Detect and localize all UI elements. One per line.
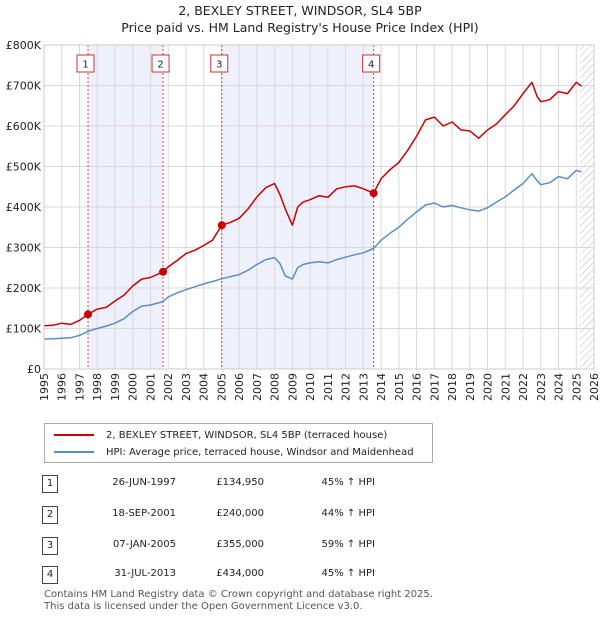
sale-number-box bbox=[362, 54, 381, 73]
y-tick-label: £300K bbox=[6, 242, 42, 255]
footer-licence: This data is licensed under the Open Gov… bbox=[44, 601, 363, 612]
sale-hpi-delta: 45% ↑ HPI bbox=[321, 568, 375, 579]
x-tick-label: 2023 bbox=[535, 373, 548, 401]
hpi-line bbox=[43, 169, 582, 340]
sale-number-badge: 4 bbox=[42, 566, 58, 584]
x-tick-label: 2019 bbox=[464, 373, 477, 401]
y-tick-label: £100K bbox=[6, 323, 42, 336]
y-tick-label: £500K bbox=[6, 161, 42, 174]
x-tick-label: 2022 bbox=[517, 373, 530, 401]
x-tick-label: 1996 bbox=[56, 373, 69, 401]
x-tick-label: 2011 bbox=[322, 373, 335, 401]
sale-price: £434,000 bbox=[216, 568, 264, 579]
sale-number-badge: 3 bbox=[42, 537, 58, 555]
x-tick-label: 2020 bbox=[482, 373, 495, 401]
chart-title: 2, BEXLEY STREET, WINDSOR, SL4 5BP bbox=[178, 3, 422, 18]
sale-number-box bbox=[210, 54, 229, 73]
legend-swatch-hpi bbox=[54, 451, 94, 453]
sale-date: 07-JAN-2005 bbox=[112, 539, 176, 550]
sale-row: 4 31-JUL-2013 £434,000 45% ↑ HPI bbox=[0, 566, 600, 584]
sale-number-badge: 2 bbox=[42, 506, 58, 524]
x-tick-label: 2026 bbox=[588, 373, 600, 401]
legend-item-hpi: HPI: Average price, terraced house, Wind… bbox=[54, 444, 414, 460]
y-tick-label: £0 bbox=[27, 363, 41, 376]
x-tick-label: 1995 bbox=[38, 373, 51, 401]
x-tick-label: 2006 bbox=[233, 373, 246, 401]
x-tick-label: 2010 bbox=[304, 373, 317, 401]
sale-row: 3 07-JAN-2005 £355,000 59% ↑ HPI bbox=[0, 537, 600, 555]
sale-number-box bbox=[76, 54, 95, 73]
x-tick-label: 2025 bbox=[570, 373, 583, 401]
x-tick-label: 2002 bbox=[162, 373, 175, 401]
sale-number-label: 2 bbox=[157, 60, 163, 71]
sale-hpi-delta: 45% ↑ HPI bbox=[321, 477, 375, 488]
legend: 2, BEXLEY STREET, WINDSOR, SL4 5BP (terr… bbox=[44, 423, 433, 463]
sale-date: 31-JUL-2013 bbox=[114, 568, 176, 579]
x-tick-label: 2003 bbox=[180, 373, 193, 401]
x-tick-label: 2014 bbox=[375, 373, 388, 401]
sale-row: 1 26-JUN-1997 £134,950 45% ↑ HPI bbox=[0, 475, 600, 493]
sale-point bbox=[369, 189, 378, 198]
x-tick-label: 2017 bbox=[428, 373, 441, 401]
x-tick-label: 1997 bbox=[73, 373, 86, 401]
sale-hpi-delta: 44% ↑ HPI bbox=[321, 508, 375, 519]
sale-number-box bbox=[151, 54, 170, 73]
sale-price: £240,000 bbox=[216, 508, 264, 519]
sale-date: 18-SEP-2001 bbox=[112, 508, 176, 519]
x-tick-label: 2008 bbox=[269, 373, 282, 401]
legend-label-hpi: HPI: Average price, terraced house, Wind… bbox=[106, 446, 414, 458]
x-tick-label: 2001 bbox=[144, 373, 157, 401]
plot-border bbox=[43, 44, 595, 370]
x-tick-label: 2012 bbox=[340, 373, 353, 401]
price-chart: £0 £100K £200K £300K £400K £500K £600K £700K £80… bbox=[6, 39, 600, 401]
x-tick-label: 2007 bbox=[251, 373, 264, 401]
x-tick-label: 2016 bbox=[411, 373, 424, 401]
x-tick-label: 1999 bbox=[109, 373, 122, 401]
sale-row: 2 18-SEP-2001 £240,000 44% ↑ HPI bbox=[0, 506, 600, 524]
sale-price: £355,000 bbox=[216, 539, 264, 550]
y-tick-label: £200K bbox=[6, 282, 42, 295]
sale-point bbox=[159, 267, 168, 276]
footer: Contains HM Land Registry data © Crown c… bbox=[44, 589, 433, 613]
legend-item-property: 2, BEXLEY STREET, WINDSOR, SL4 5BP (terr… bbox=[54, 427, 387, 443]
x-tick-label: 2024 bbox=[553, 373, 566, 401]
x-tick-label: 2005 bbox=[215, 373, 228, 401]
x-tick-label: 2000 bbox=[127, 373, 140, 401]
sale-date: 26-JUN-1997 bbox=[112, 477, 176, 488]
y-tick-label: £400K bbox=[6, 201, 42, 214]
x-tick-label: 2013 bbox=[357, 373, 370, 401]
chart-subtitle: Price paid vs. HM Land Registry's House … bbox=[121, 20, 479, 35]
x-tick-label: 2009 bbox=[286, 373, 299, 401]
x-tick-label: 2015 bbox=[393, 373, 406, 401]
y-tick-label: £800K bbox=[6, 39, 42, 52]
footer-copyright: Contains HM Land Registry data © Crown c… bbox=[44, 589, 433, 600]
sale-hpi-delta: 59% ↑ HPI bbox=[321, 539, 375, 550]
property-price-line bbox=[43, 81, 583, 327]
x-tick-label: 2004 bbox=[198, 373, 211, 401]
sale-number-label: 1 bbox=[82, 60, 88, 71]
x-tick-label: 2018 bbox=[446, 373, 459, 401]
x-tick-label: 1998 bbox=[91, 373, 104, 401]
y-tick-label: £700K bbox=[6, 80, 42, 93]
legend-swatch-property bbox=[54, 434, 94, 436]
y-tick-label: £600K bbox=[6, 120, 42, 133]
x-tick-label: 2021 bbox=[499, 373, 512, 401]
sale-price: £134,950 bbox=[216, 477, 264, 488]
sale-number-label: 4 bbox=[368, 60, 374, 71]
sale-number-label: 3 bbox=[216, 60, 222, 71]
legend-label-property: 2, BEXLEY STREET, WINDSOR, SL4 5BP (terr… bbox=[106, 429, 388, 441]
sale-number-badge: 1 bbox=[42, 475, 58, 493]
sale-point bbox=[217, 221, 226, 230]
sale-point bbox=[84, 310, 92, 319]
